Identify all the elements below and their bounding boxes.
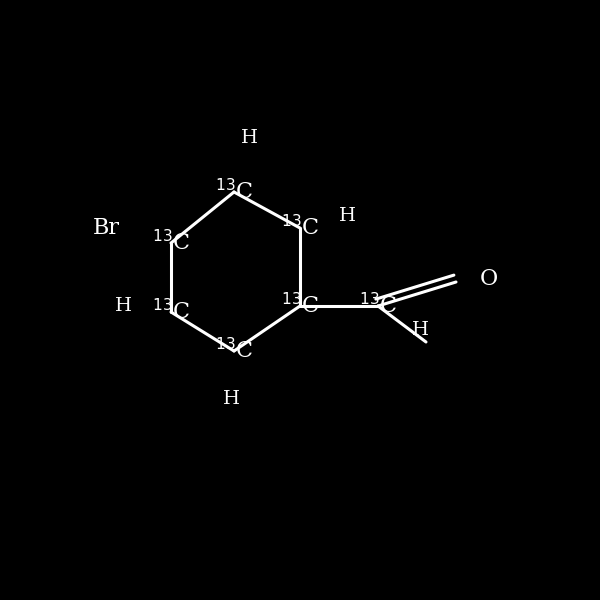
Text: $^{13}$C: $^{13}$C [359, 293, 397, 319]
Text: H: H [115, 297, 132, 315]
Text: $^{13}$C: $^{13}$C [152, 230, 190, 256]
Text: $^{13}$C: $^{13}$C [152, 299, 190, 325]
Text: Br: Br [93, 217, 120, 239]
Text: H: H [241, 129, 257, 147]
Text: $^{13}$C: $^{13}$C [281, 215, 319, 241]
Text: H: H [223, 390, 239, 408]
Text: H: H [412, 321, 428, 339]
Text: O: O [480, 268, 498, 290]
Text: $^{13}$C: $^{13}$C [215, 179, 253, 205]
Text: $^{13}$C: $^{13}$C [215, 338, 253, 364]
Text: H: H [339, 207, 356, 225]
Text: $^{13}$C: $^{13}$C [281, 293, 319, 319]
